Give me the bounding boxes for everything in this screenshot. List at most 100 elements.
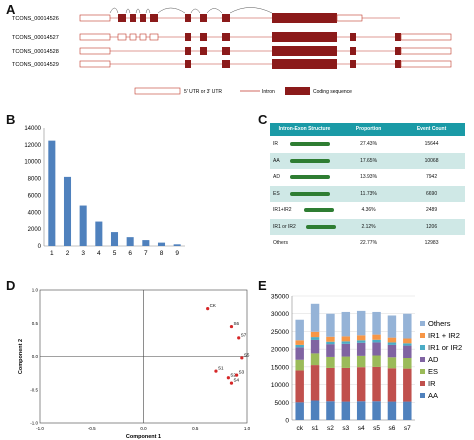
bar-segment [295, 344, 304, 348]
legend-label-intron: Intron [262, 89, 275, 95]
event-proportion: 13.93% [360, 174, 378, 181]
bar-segment [341, 401, 351, 420]
bar-segment [387, 357, 397, 369]
table-row: AD 13.93% 7942 [270, 169, 465, 186]
point-label: S5 [244, 352, 250, 357]
bar [126, 237, 134, 246]
transcript-track-1: TCONS_00014526 [12, 7, 400, 23]
legend-swatch [420, 333, 425, 338]
x-tick-label: s5 [373, 425, 380, 432]
bar-segment [403, 368, 412, 402]
y-tick-label: 35000 [271, 294, 289, 301]
x-tick-label: 0.5 [192, 426, 199, 431]
bar-segment [310, 303, 320, 332]
bar-segment [326, 313, 335, 337]
table-row: ES 11.73% 6690 [270, 185, 465, 202]
bar-segment [356, 401, 366, 420]
legend-swatch-utr [134, 87, 181, 95]
bar [110, 232, 119, 246]
bar-segment [341, 336, 351, 342]
event-type: AD [273, 174, 280, 181]
x-tick-label: 4 [97, 250, 101, 257]
table-row: IR1+IR2 4.36% 2489 [270, 202, 465, 219]
point-label: CK [210, 303, 216, 308]
bar [63, 176, 72, 246]
bar-segment [387, 401, 397, 420]
bar-segment [310, 353, 320, 366]
legend-label: IR1 + IR2 [428, 331, 460, 340]
data-point [237, 336, 241, 340]
bar-segment [295, 370, 304, 403]
event-type: ES [273, 190, 280, 197]
legend-swatch-coding [285, 87, 310, 95]
legend-swatch [420, 393, 425, 398]
bar-segment [387, 315, 397, 338]
table-header-row: Intron-Exon Structure Proportion Event C… [270, 123, 465, 136]
point-label: S4 [233, 378, 239, 383]
bar-segment [356, 310, 366, 336]
legend-swatch [420, 345, 425, 350]
transcript-track-4: TCONS_00014529 [12, 59, 452, 69]
legend-label-utr: 5' UTR or 3' UTR [184, 89, 222, 95]
x-tick-label: 3 [81, 250, 85, 257]
bar-segment [356, 342, 366, 356]
bar-segment [387, 342, 397, 345]
point-label: S7 [241, 332, 247, 337]
y-tick-label: 1.0 [32, 288, 39, 293]
legend-label: Others [428, 319, 451, 328]
y-tick-label: 5000 [275, 400, 290, 407]
event-count: 12983 [424, 240, 439, 247]
structure-glyph [290, 158, 330, 163]
x-tick-label: -1.0 [36, 426, 44, 431]
y-axis-label: Component 2 [18, 339, 24, 374]
x-tick-label: s4 [358, 425, 365, 432]
bar-segment [341, 343, 351, 357]
event-proportion: 11.73% [339, 185, 399, 202]
transcript-label: TCONS_00014528 [12, 49, 59, 55]
panel-label-a: A [6, 2, 16, 17]
legend-label: ES [428, 367, 438, 376]
bar-segment [341, 367, 351, 402]
structure-glyph [290, 142, 330, 146]
bar-segment [403, 401, 412, 420]
structure-glyph [290, 191, 330, 196]
y-tick-label: 0.5 [32, 321, 39, 326]
table-row: IR1 or IR2 2.12% 1206 [270, 218, 465, 235]
y-tick-label: 14000 [24, 126, 41, 132]
bar [79, 205, 87, 246]
event-proportion: 22.77% [360, 240, 378, 247]
bar-segment [341, 356, 351, 368]
event-type: Others [273, 240, 289, 247]
legend-label: IR1 or IR2 [428, 343, 462, 352]
data-point [206, 307, 210, 311]
x-tick-label: 7 [144, 250, 148, 257]
bar-segment [403, 338, 412, 344]
x-tick-label: s3 [342, 425, 349, 432]
event-type: AA [273, 157, 280, 164]
bar-segment [372, 355, 381, 367]
x-tick-label: 1.0 [244, 426, 251, 431]
bar-segment [295, 319, 304, 341]
event-proportion: 27.43% [360, 141, 378, 148]
panel-label-c: C [258, 112, 268, 127]
bar-segment [372, 342, 381, 356]
legend-label: IR [428, 379, 436, 388]
header-count: Event Count [398, 123, 465, 136]
bar-segment [326, 356, 335, 368]
bar-segment [341, 341, 351, 344]
table-row: Others 22.77% 12983 [270, 235, 465, 252]
bar-segment [387, 344, 397, 358]
structure-glyph [304, 208, 334, 212]
transcript-label: TCONS_00014527 [12, 35, 59, 41]
bar-segment [372, 311, 381, 335]
bar-segment [356, 367, 366, 402]
legend-swatch [420, 381, 425, 386]
bar-segment [310, 365, 320, 401]
y-tick-label: 4000 [28, 210, 42, 216]
y-tick-label: -1.0 [30, 421, 38, 426]
y-tick-label: 2000 [28, 227, 42, 233]
data-point [229, 381, 234, 385]
